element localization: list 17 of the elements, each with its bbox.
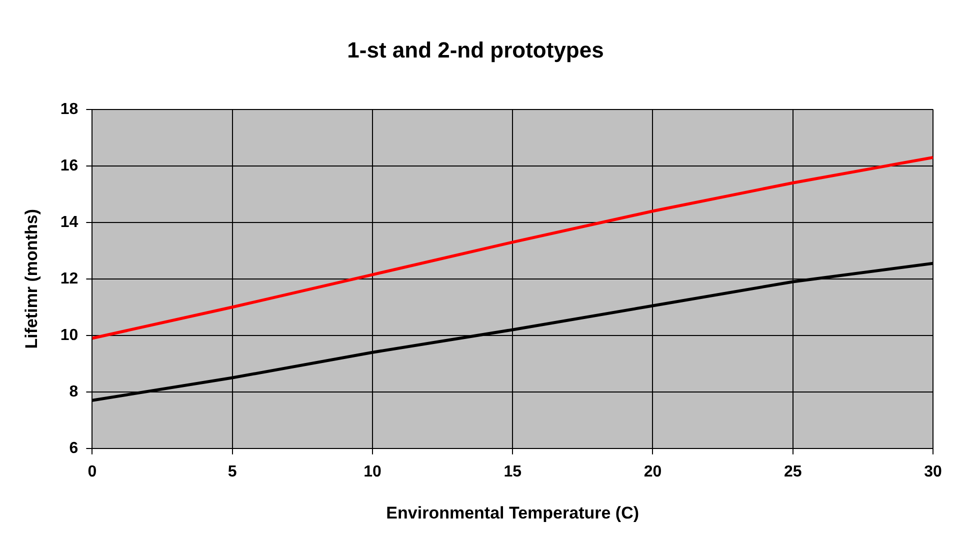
x-tick-label: 5 [228,463,237,480]
x-tick-label: 30 [924,463,942,480]
chart-title: 1-st and 2-nd prototypes [347,37,604,62]
y-tick-label: 14 [60,214,78,231]
x-tick-label: 10 [364,463,382,480]
x-axis-title: Environmental Temperature (C) [386,503,640,522]
y-axis-title: Lifetimr (months) [22,209,41,349]
y-tick-label: 12 [60,270,78,288]
y-tick-label: 18 [60,100,78,118]
x-tick-label: 25 [784,463,802,480]
x-tick-label: 15 [504,463,522,480]
x-tick-label: 20 [644,463,662,480]
y-tick-label: 10 [60,326,78,344]
x-tick-label: 0 [88,463,97,480]
y-tick-label: 8 [69,383,78,400]
y-tick-label: 6 [69,440,78,457]
y-tick-label: 16 [60,157,78,174]
